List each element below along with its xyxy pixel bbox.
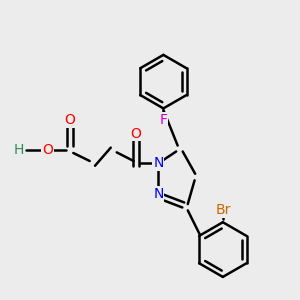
Text: N: N [153,187,164,201]
Text: Br: Br [215,203,230,217]
Text: O: O [130,127,142,141]
Text: O: O [64,113,75,127]
Text: N: N [153,156,164,170]
Text: O: O [42,143,53,157]
Text: F: F [159,113,167,127]
Text: H: H [14,143,24,157]
